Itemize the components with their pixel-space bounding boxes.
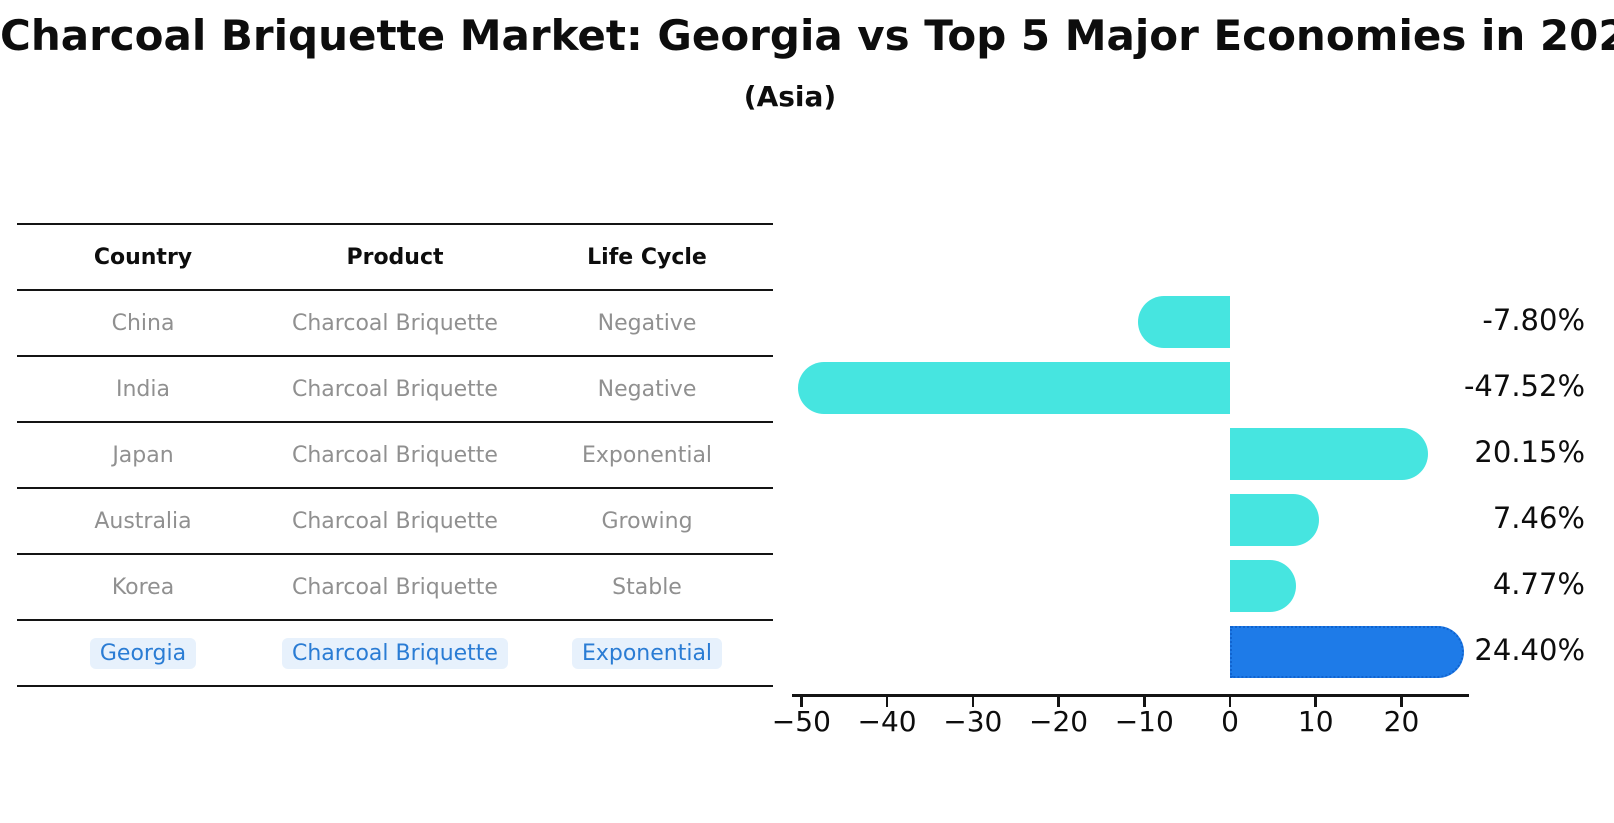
x-tick-label: 10	[1297, 705, 1334, 738]
table-row-georgia: Georgia Charcoal Briquette Exponential	[17, 621, 773, 687]
product-cell: Charcoal Briquette	[292, 376, 498, 402]
value-label-australia: 7.46%	[1492, 501, 1585, 535]
x-axis-tick	[1057, 696, 1060, 707]
value-label-japan: 20.15%	[1474, 435, 1585, 469]
value-label-china: -7.80%	[1482, 303, 1585, 337]
column-header-product: Product	[346, 244, 444, 270]
x-tick-label: −40	[857, 705, 917, 738]
highlighted-life-cycle: Exponential	[571, 637, 723, 669]
x-tick-label: −30	[943, 705, 1003, 738]
column-header-country: Country	[93, 244, 193, 270]
country-cell: Georgia	[17, 637, 269, 669]
page-title: Charcoal Briquette Market: Georgia vs To…	[0, 11, 1614, 60]
x-axis-tick	[1400, 696, 1403, 707]
column-header-life-cycle: Life Cycle	[587, 244, 707, 270]
x-axis-tick	[971, 696, 975, 707]
product-cell: Charcoal Briquette	[292, 310, 498, 336]
product-cell: Charcoal Briquette	[292, 442, 498, 468]
x-axis-line	[792, 694, 1469, 697]
table-row-india: India Charcoal Briquette Negative	[17, 357, 773, 423]
table-row-korea: Korea Charcoal Briquette Stable	[17, 555, 773, 621]
highlighted-country: Georgia	[89, 637, 197, 669]
bar-india	[797, 362, 1230, 414]
life-cycle-cell: Stable	[612, 574, 682, 600]
value-label-korea: 4.77%	[1492, 567, 1585, 601]
highlighted-product: Charcoal Briquette	[282, 637, 508, 669]
x-axis-tick	[800, 696, 803, 707]
country-cell: Japan	[112, 442, 174, 468]
table-row-china: China Charcoal Briquette Negative	[17, 291, 773, 357]
x-tick-label: 20	[1383, 705, 1420, 738]
country-cell: Korea	[111, 574, 175, 600]
bar-georgia-highlighted	[1230, 626, 1465, 678]
product-cell: Charcoal Briquette	[292, 574, 498, 600]
x-axis-tick	[1228, 696, 1232, 707]
life-cycle-cell: Negative	[597, 310, 697, 336]
bar-australia	[1230, 494, 1319, 546]
x-axis-tick	[1314, 696, 1317, 707]
bar-korea	[1230, 560, 1296, 612]
product-cell: Charcoal Briquette	[269, 637, 521, 669]
table-row-japan: Japan Charcoal Briquette Exponential	[17, 423, 773, 489]
bar-china	[1138, 296, 1230, 348]
x-tick-label: −50	[771, 705, 831, 738]
life-cycle-cell: Exponential	[521, 637, 773, 669]
life-cycle-cell: Growing	[601, 508, 693, 534]
country-table: Country Product Life Cycle China Charcoa…	[17, 223, 773, 687]
life-cycle-cell: Exponential	[581, 442, 713, 468]
country-cell: China	[111, 310, 175, 336]
product-cell: Charcoal Briquette	[292, 508, 498, 534]
bar-japan	[1230, 428, 1428, 480]
x-axis-tick	[885, 696, 889, 707]
value-label-georgia: 24.40%	[1474, 633, 1585, 667]
x-tick-label: −10	[1114, 705, 1174, 738]
x-tick-label: −20	[1028, 705, 1089, 738]
life-cycle-cell: Negative	[597, 376, 697, 402]
country-cell: India	[116, 376, 170, 402]
x-axis-tick	[1143, 696, 1146, 707]
x-tick-label: 0	[1221, 705, 1239, 738]
table-row-australia: Australia Charcoal Briquette Growing	[17, 489, 773, 555]
table-header-row: Country Product Life Cycle	[17, 225, 773, 291]
country-cell: Australia	[94, 508, 192, 534]
value-label-india: -47.52%	[1463, 369, 1585, 403]
page-subtitle: (Asia)	[743, 80, 837, 113]
